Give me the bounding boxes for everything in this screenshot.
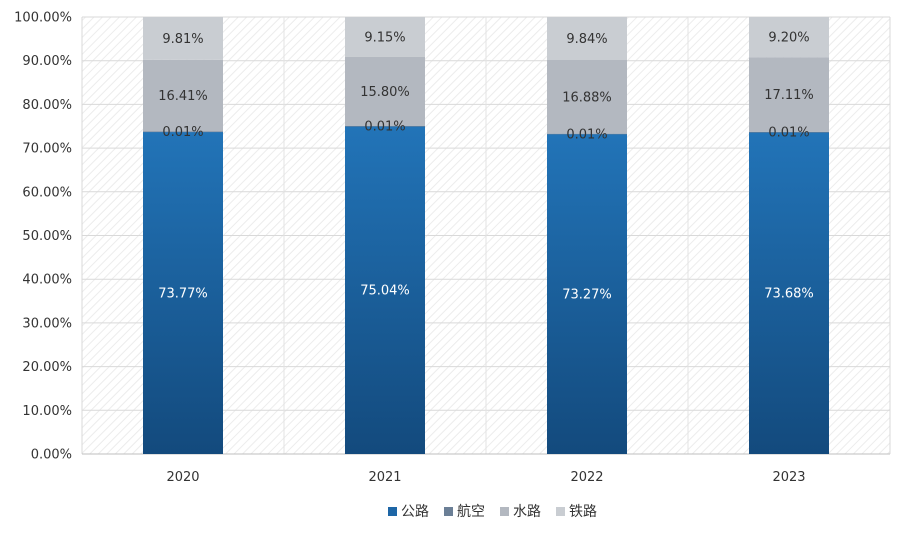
legend-swatch — [388, 507, 397, 516]
y-tick-label: 40.00% — [22, 273, 72, 288]
x-tick-label: 2022 — [570, 470, 603, 485]
data-label: 9.81% — [162, 32, 203, 47]
y-tick-label: 10.00% — [22, 404, 72, 419]
bar-segment — [547, 17, 627, 61]
y-tick-label: 100.00% — [14, 11, 72, 26]
legend-label: 水路 — [513, 504, 541, 520]
legend-swatch — [444, 507, 453, 516]
data-label: 73.77% — [158, 286, 208, 301]
bar-segment — [143, 59, 223, 132]
data-label: 16.88% — [562, 90, 612, 105]
bar-segment — [749, 57, 829, 132]
bars — [143, 17, 829, 455]
bar-segment — [345, 126, 425, 455]
data-label: 9.20% — [768, 31, 809, 46]
y-tick-label: 20.00% — [22, 360, 72, 375]
legend-swatch — [500, 507, 509, 516]
data-label: 0.01% — [566, 127, 607, 142]
data-label: 0.01% — [768, 126, 809, 141]
bar-segment — [749, 132, 829, 454]
y-tick-label: 80.00% — [22, 98, 72, 113]
data-label: 73.27% — [562, 287, 612, 302]
axes: 0.00% 10.00% 20.00% 30.00% 40.00% 50.00% 60.00… — [14, 11, 890, 485]
data-label: 9.84% — [566, 32, 607, 47]
data-label: 16.41% — [158, 89, 208, 104]
legend: 公路 航空 水路 铁路 — [388, 504, 597, 520]
bar-segment — [749, 17, 829, 58]
bar-segment — [547, 60, 627, 134]
bar-segment — [345, 56, 425, 127]
bar-segment — [143, 17, 223, 60]
y-tick-label: 50.00% — [22, 229, 72, 244]
legend-label: 航空 — [457, 504, 485, 520]
data-label: 0.01% — [364, 120, 405, 135]
x-tick-label: 2023 — [772, 470, 805, 485]
y-tick-label: 70.00% — [22, 142, 72, 157]
x-tick-label: 2021 — [368, 470, 401, 485]
y-tick-label: 30.00% — [22, 316, 72, 331]
legend-label: 铁路 — [569, 504, 597, 520]
y-tick-label: 90.00% — [22, 54, 72, 69]
data-label: 73.68% — [764, 287, 814, 302]
legend-swatch — [556, 507, 565, 516]
data-label: 75.04% — [360, 284, 410, 299]
y-tick-label: 60.00% — [22, 185, 72, 200]
bar-segment — [345, 17, 425, 57]
data-labels: 73.77% 0.01% 16.41% 9.81% 75.04% 0.01% 15.80% 9… — [158, 30, 814, 302]
data-label: 17.11% — [764, 88, 814, 103]
x-tick-label: 2020 — [166, 470, 199, 485]
bar-segment — [749, 131, 829, 133]
data-label: 0.01% — [162, 125, 203, 140]
bar-segment — [547, 133, 627, 135]
bar-segment — [345, 126, 425, 127]
data-label: 15.80% — [360, 85, 410, 100]
data-label: 9.15% — [364, 30, 405, 45]
legend-label: 公路 — [401, 504, 429, 520]
bar-segment — [143, 131, 223, 133]
bar-segment — [547, 133, 627, 454]
y-tick-label: 0.00% — [31, 448, 72, 463]
bar-segment — [143, 131, 223, 454]
